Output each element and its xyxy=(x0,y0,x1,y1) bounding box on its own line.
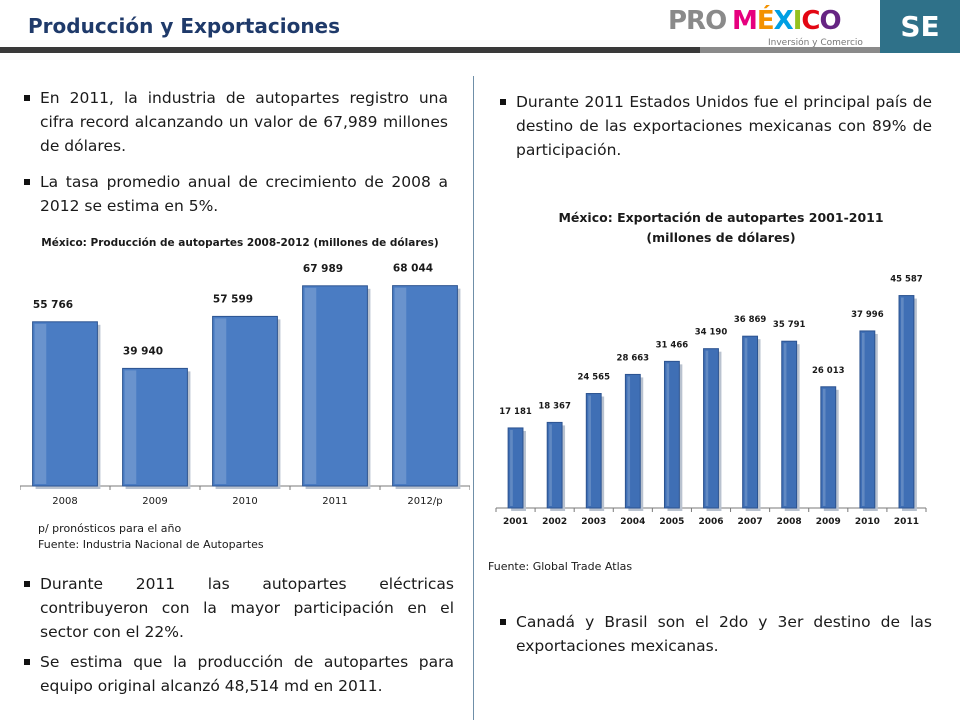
bullet-right-1: Durante 2011 Estados Unidos fue el princ… xyxy=(500,90,932,162)
logo-subtitle: Inversión y Comercio xyxy=(768,38,863,48)
bar-highlight xyxy=(705,350,709,506)
x-tick-label: 2012/p xyxy=(407,496,442,507)
export-chart-title-line1: México: Exportación de autopartes 2001-2… xyxy=(558,210,884,225)
bar-highlight xyxy=(214,318,227,484)
bar-2006 xyxy=(703,348,719,509)
x-tick-label: 2007 xyxy=(738,517,763,527)
production-chart-title: México: Producción de autopartes 2008-20… xyxy=(41,237,439,249)
bullet-square-icon xyxy=(24,95,30,101)
bar-highlight xyxy=(588,395,591,506)
bar-highlight xyxy=(901,297,904,506)
column-divider xyxy=(473,76,474,720)
bar-highlight xyxy=(627,376,631,506)
x-tick-label: 2009 xyxy=(816,517,841,527)
bar-2003 xyxy=(585,393,602,509)
bar-highlight xyxy=(549,424,552,506)
bar-highlight xyxy=(510,429,513,506)
x-tick-label: 2010 xyxy=(232,496,257,507)
bar-2011 xyxy=(302,285,368,487)
data-label: 17 181 xyxy=(499,407,532,417)
bullet-left-2: La tasa promedio anual de crecimiento de… xyxy=(24,170,448,218)
x-tick-label: 2011 xyxy=(894,517,919,527)
production-bar-chart: 55 766 2008 39 940 2009 57 599 2010 67 989 2011… xyxy=(20,263,470,507)
bullet-square-icon xyxy=(24,179,30,185)
data-label: 24 565 xyxy=(577,373,610,383)
bar-2012/p xyxy=(392,285,458,487)
x-tick-label: 2010 xyxy=(855,517,880,527)
title-rule xyxy=(0,47,700,53)
bar-highlight xyxy=(666,363,670,506)
bar-highlight xyxy=(861,332,865,506)
data-label: 57 599 xyxy=(213,293,253,305)
data-label: 18 367 xyxy=(538,401,571,411)
data-label: 34 190 xyxy=(695,328,728,338)
x-tick-label: 2006 xyxy=(698,517,723,527)
production-source: Fuente: Industria Nacional de Autopartes xyxy=(38,538,264,551)
bullet-left-1: En 2011, la industria de autopartes regi… xyxy=(24,86,448,158)
bar-2009 xyxy=(820,386,837,509)
title-rule-accent xyxy=(700,47,880,53)
bar-2008 xyxy=(781,340,798,509)
x-tick-label: 2002 xyxy=(542,517,567,527)
data-label: 36 869 xyxy=(734,315,767,325)
bar-2009 xyxy=(122,367,188,487)
bar-highlight xyxy=(744,338,748,506)
data-label: 37 996 xyxy=(851,310,884,320)
x-tick-label: 2003 xyxy=(581,517,606,527)
logo-mexico-text: MÉXICO xyxy=(732,6,842,36)
data-label: 45 587 xyxy=(890,275,923,285)
bar-2007 xyxy=(742,335,759,509)
x-tick-label: 2011 xyxy=(322,496,347,507)
x-tick-label: 2008 xyxy=(777,517,802,527)
bullet-right-2: Canadá y Brasil son el 2do y 3er destino… xyxy=(500,610,932,658)
bar-2011 xyxy=(898,295,915,509)
bar-2008 xyxy=(32,321,98,487)
data-label: 26 013 xyxy=(812,366,845,376)
x-tick-label: 2005 xyxy=(659,517,684,527)
se-badge: SE xyxy=(880,0,960,53)
export-chart-title: México: Exportación de autopartes 2001-2… xyxy=(486,208,956,248)
page-title: Producción y Exportaciones xyxy=(28,14,341,38)
bar-highlight xyxy=(124,370,137,484)
bar-2002 xyxy=(546,421,563,509)
data-label: 31 466 xyxy=(656,340,689,350)
bullet-left-4: Se estima que la producción de autoparte… xyxy=(24,650,454,698)
bar-2005 xyxy=(663,360,680,509)
data-label: 55 766 xyxy=(33,299,73,311)
bar-highlight xyxy=(783,343,787,506)
data-label: 35 791 xyxy=(773,320,806,330)
data-label: 67 989 xyxy=(303,263,343,275)
bar-highlight xyxy=(304,287,317,484)
forecast-note: p/ pronósticos para el año xyxy=(38,522,182,535)
bullet-square-icon xyxy=(500,99,506,105)
export-source: Fuente: Global Trade Atlas xyxy=(488,560,633,573)
bar-2010 xyxy=(212,315,278,487)
x-tick-label: 2008 xyxy=(52,496,77,507)
promexico-logo: PRO MÉXICO Inversión y Comercio xyxy=(668,6,868,52)
bullet-left-3: Durante 2011 las autopartes eléctricas c… xyxy=(24,572,454,644)
export-bar-chart: 17 181 2001 18 367 2002 24 565 2003 28 663 2004… xyxy=(495,275,927,527)
x-tick-label: 2009 xyxy=(142,496,167,507)
data-label: 68 044 xyxy=(393,263,433,275)
bar-2004 xyxy=(624,373,641,509)
x-tick-label: 2004 xyxy=(620,517,645,527)
bar-highlight xyxy=(394,287,407,484)
bullet-square-icon xyxy=(24,581,30,587)
bullet-square-icon xyxy=(24,659,30,665)
bar-2010 xyxy=(859,330,876,509)
bar-highlight xyxy=(822,388,826,506)
data-label: 28 663 xyxy=(617,353,650,363)
data-label: 39 940 xyxy=(123,345,163,357)
logo-pro-text: PRO xyxy=(668,6,727,36)
bullet-square-icon xyxy=(500,619,506,625)
bar-highlight xyxy=(34,323,47,484)
bar-2001 xyxy=(507,427,524,509)
x-tick-label: 2001 xyxy=(503,517,528,527)
export-chart-title-line2: (millones de dólares) xyxy=(646,230,796,245)
